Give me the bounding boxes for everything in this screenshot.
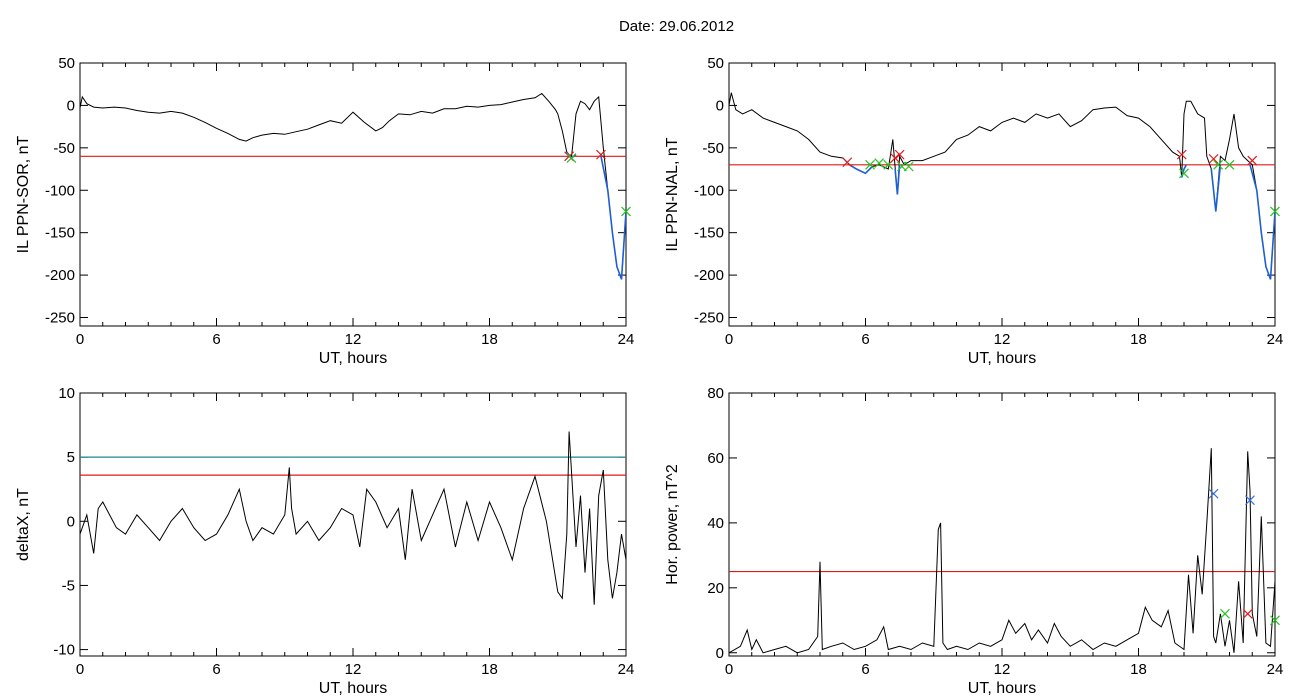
y-axis-label: IL PPN-SOR, nT — [15, 135, 32, 253]
y-tick-label: -50 — [702, 140, 724, 157]
y-tick-label: -150 — [45, 225, 75, 242]
y-tick-label: -200 — [694, 267, 724, 284]
x-tick-label: 6 — [212, 331, 220, 348]
event-marker-red — [894, 149, 905, 160]
plot-area — [729, 448, 1275, 654]
y-axis-label: IL PPN-NAL, nT — [664, 137, 681, 251]
highlight-segment — [894, 164, 901, 195]
event-marker-red — [596, 149, 606, 160]
highlight-segment — [600, 156, 626, 280]
y-tick-label: 80 — [707, 385, 724, 402]
y-tick-label: 0 — [67, 97, 75, 114]
y-tick-label: -250 — [694, 310, 724, 327]
event-marker-green — [1224, 159, 1235, 170]
panel-hor-power: 0 6 12 18 24 80 60 40 20 0 UT, hours Hor. power, nT… — [664, 385, 1283, 697]
panel-deltax: 0 6 12 18 24 10 5 0 -5 -10 UT, hours deltaX, nT — [15, 385, 634, 697]
y-tick-label: 20 — [707, 580, 724, 597]
event-marker-green — [865, 159, 875, 170]
y-tick-label: -10 — [53, 642, 75, 659]
y-axis-label: Hor. power, nT^2 — [664, 464, 681, 585]
x-tick-label: 6 — [861, 661, 869, 678]
event-marker-green — [566, 153, 577, 163]
y-tick-label: 60 — [707, 450, 724, 467]
x-tick-label: 0 — [76, 331, 84, 348]
plot-frame — [728, 392, 1276, 657]
panel-ppn-nal: 0 6 12 18 24 50 0 -50 -100 -150 -200 -250 UT, hours I… — [664, 55, 1283, 367]
event-marker-green — [1270, 206, 1280, 217]
plot-area — [80, 431, 626, 605]
y-tick-label: 0 — [67, 513, 75, 530]
x-tick-label: 0 — [76, 661, 84, 678]
event-marker-green — [1270, 615, 1280, 626]
y-tick-label: -250 — [45, 310, 75, 327]
x-tick-label: 24 — [1267, 661, 1284, 678]
plot-frame — [79, 62, 627, 327]
x-axis-label: UT, hours — [968, 680, 1036, 697]
plot-area — [729, 92, 1275, 280]
x-axis-label: UT, hours — [319, 350, 387, 367]
x-tick-label: 24 — [618, 331, 635, 348]
y-tick-label: 0 — [716, 97, 724, 114]
data-series-line — [729, 448, 1275, 654]
y-tick-label: 5 — [67, 449, 75, 466]
x-tick-label: 18 — [481, 331, 498, 348]
y-tick-label: 0 — [716, 645, 724, 662]
y-tick-label: -100 — [694, 182, 724, 199]
event-marker-red — [1208, 153, 1219, 164]
y-axis-label: deltaX, nT — [15, 488, 32, 561]
panel-ppn-sor: 0 6 12 18 24 50 0 -50 -100 -150 -200 -250 UT, hours I… — [15, 55, 634, 367]
x-tick-label: 12 — [345, 331, 362, 348]
y-tick-label: -200 — [45, 267, 75, 284]
x-tick-label: 0 — [725, 331, 733, 348]
event-marker-red — [1242, 608, 1253, 619]
event-marker-green — [903, 161, 914, 172]
event-marker-green — [1220, 608, 1230, 619]
x-tick-label: 6 — [861, 331, 869, 348]
event-marker-green — [874, 158, 885, 169]
event-marker-red — [842, 157, 853, 168]
x-tick-label: 12 — [994, 331, 1011, 348]
y-tick-label: 40 — [707, 515, 724, 532]
data-series-line — [729, 92, 1275, 280]
y-tick-label: -5 — [62, 577, 75, 594]
y-tick-label: 10 — [58, 385, 75, 402]
highlight-segment — [849, 164, 873, 175]
event-marker-red — [890, 153, 900, 163]
plot-frame — [728, 62, 1276, 327]
event-marker-red — [1176, 149, 1187, 160]
y-tick-label: -50 — [53, 140, 75, 157]
x-tick-label: 18 — [1130, 331, 1147, 348]
event-marker-red — [1247, 155, 1258, 166]
plot-frame — [79, 392, 627, 657]
y-tick-label: -100 — [45, 182, 75, 199]
x-tick-label: 18 — [481, 661, 498, 678]
event-marker-green — [621, 206, 631, 217]
data-series-line — [80, 431, 626, 605]
x-tick-label: 24 — [618, 661, 635, 678]
x-tick-label: 18 — [1130, 661, 1147, 678]
event-marker-green — [1179, 168, 1189, 179]
highlight-segment — [1210, 164, 1222, 212]
event-marker-blue — [1208, 488, 1219, 499]
chart-title: Date: 29.06.2012 — [618, 18, 735, 35]
event-marker-green — [1213, 159, 1224, 170]
x-tick-label: 24 — [1267, 331, 1284, 348]
y-tick-label: 50 — [58, 55, 75, 72]
x-tick-label: 12 — [345, 661, 362, 678]
y-tick-label: 50 — [707, 55, 724, 72]
x-tick-label: 6 — [212, 661, 220, 678]
x-axis-label: UT, hours — [968, 350, 1036, 367]
event-marker-blue — [1245, 495, 1255, 506]
x-tick-label: 12 — [994, 661, 1011, 678]
highlight-segment — [1249, 164, 1275, 280]
x-axis-label: UT, hours — [319, 680, 387, 697]
x-tick-label: 0 — [725, 661, 733, 678]
plot-area — [80, 92, 626, 280]
y-tick-label: -150 — [694, 225, 724, 242]
data-series-line — [80, 92, 626, 280]
